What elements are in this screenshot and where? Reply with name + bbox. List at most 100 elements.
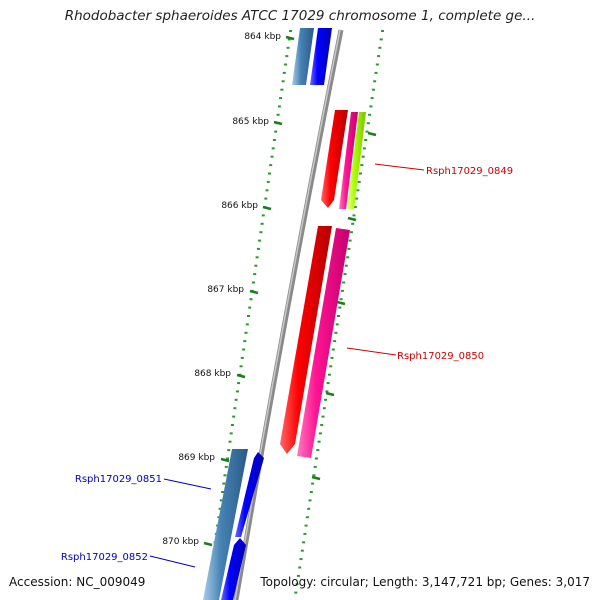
scale-dot [381,30,384,32]
map-title: Rhodobacter sphaeroides ATCC 17029 chrom… [64,8,536,24]
tick-label: 869 kbp [178,453,215,463]
scale-dot [274,130,278,133]
scale-dot [326,382,330,385]
scale-dot [272,139,276,141]
scale-dot [269,164,273,167]
scale-dot [320,424,324,426]
scale-dot [343,273,347,276]
scale-dot [348,239,352,242]
scale-dot [342,281,346,284]
scale-dot [330,356,334,359]
scale-dot [239,365,243,368]
tick-mark [347,216,357,222]
scale-dot [226,457,229,460]
gene-steelblue-top[interactable] [292,28,314,85]
scale-dot [233,407,237,410]
scale-dot [242,348,246,351]
gene-blue-0851[interactable] [235,452,264,537]
scale-dot [369,105,373,108]
scale-dot [362,147,366,150]
scale-dot [271,147,275,150]
scale-dot [309,491,313,493]
scale-dot [316,449,320,452]
scale-dot [312,474,316,477]
scale-dot [375,63,379,66]
scale-dot [235,390,239,393]
tick-mark [336,300,346,306]
scale-dot [298,566,302,569]
scale-dot [249,298,253,301]
gene-lime-0849[interactable] [347,112,366,209]
scale-dot [268,172,271,175]
scale-dot [364,139,368,141]
scale-dot [281,80,285,83]
scale-dot [259,231,263,234]
gene-red-0849[interactable] [321,110,348,208]
genome-summary: Topology: circular; Length: 3,147,721 bp… [260,575,590,589]
scale-dot [322,407,326,410]
gene-label-0852[interactable]: Rsph17029_0852 [61,552,148,563]
scale-dot [378,46,382,49]
accession-label: Accession: NC_009049 [9,575,146,589]
scale-dot [371,88,375,91]
tick-mark [262,205,272,211]
gene-label-0850[interactable]: Rsph17029_0850 [397,351,484,362]
scale-dot [254,264,258,267]
leader-line-0852 [149,555,196,568]
leader-line-0849 [374,163,425,171]
gene-magenta-0850[interactable] [297,228,350,458]
scale-dot [285,55,289,58]
gene-blue-top[interactable] [310,28,332,85]
scale-dot [365,130,369,133]
scale-dot [366,122,370,125]
scale-dot [315,457,318,460]
scale-dot [286,46,290,49]
scale-dot [329,365,333,368]
scale-dot [280,88,284,91]
gene-magenta-0849[interactable] [339,112,358,209]
scale-dot [352,214,356,217]
scale-dot [311,482,315,485]
gene-label-0851[interactable]: Rsph17029_0851 [75,474,162,485]
scale-dot [347,247,351,250]
scale-dot [317,440,321,443]
scale-dot [313,465,317,468]
tick-mark [220,457,230,463]
scale-dot [294,591,298,594]
scale-dot [232,415,236,418]
scale-dot [256,247,260,250]
scale-dot [265,189,269,192]
scale-dot [335,323,339,326]
tick-mark [236,373,246,379]
scale-dot [289,30,292,32]
genome-backbone-highlight [234,29,341,600]
tick-label: 870 kbp [162,537,199,547]
tick-mark [249,289,259,295]
scale-dot [333,340,337,343]
scale-dot [344,264,348,267]
scale-dot [346,256,350,259]
scale-dot [305,516,309,519]
scale-dot [360,164,364,167]
scale-dot [284,63,288,66]
tick-label: 864 kbp [244,32,281,42]
gene-steelblue-0851[interactable] [203,449,248,600]
scale-dot [264,197,268,200]
scale-dot [276,113,280,116]
scale-dot [282,71,286,74]
scale-dot [353,206,357,208]
scale-dot [260,222,264,225]
scale-dot [295,583,299,586]
scale-dot [340,289,344,292]
gene-label-0849[interactable]: Rsph17029_0849 [426,166,513,177]
scale-dot [373,80,377,83]
scale-dot [357,180,361,183]
scale-dot [245,323,249,326]
scale-dot [302,541,306,544]
gene-red-0850[interactable] [280,226,332,454]
gene-blue-0852[interactable] [221,538,246,600]
genome-backbone [233,29,344,600]
scale-dot [218,507,222,510]
scale-dot [266,180,270,183]
